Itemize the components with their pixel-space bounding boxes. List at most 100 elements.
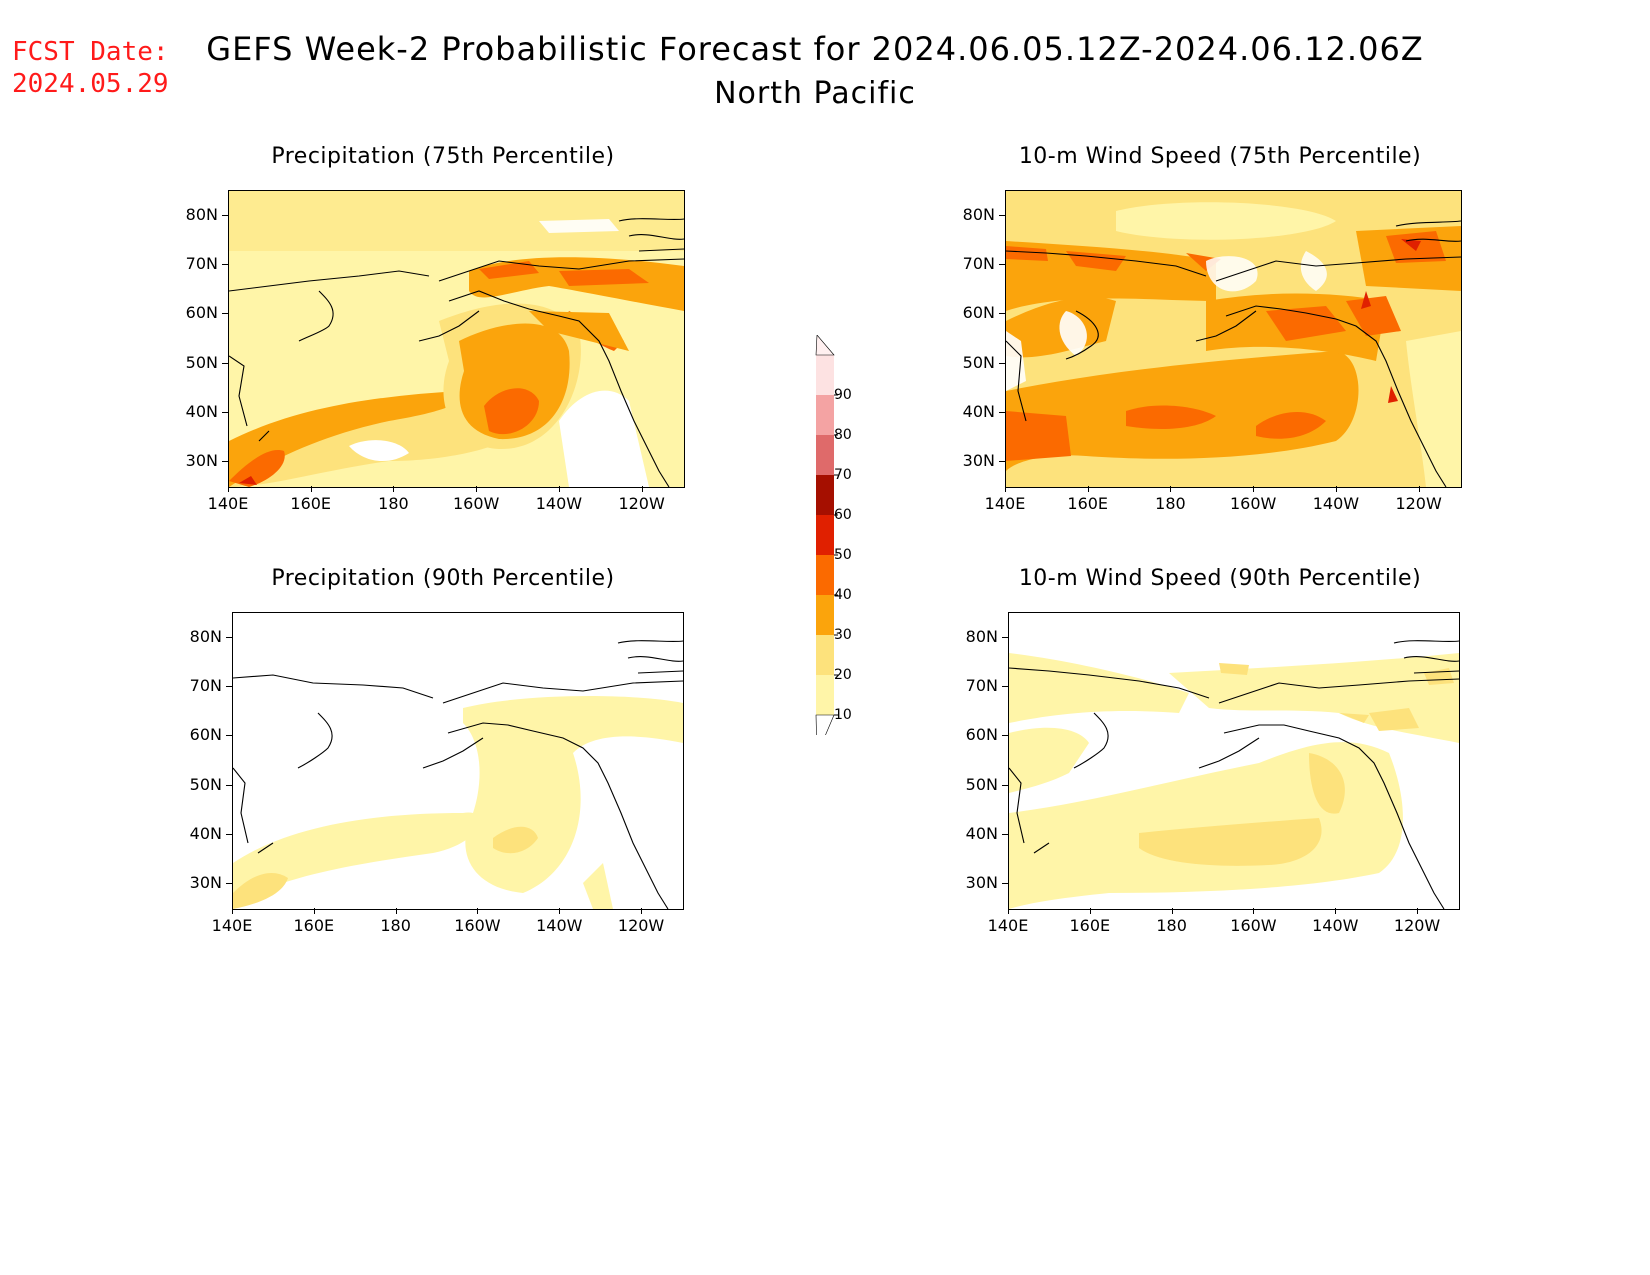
lat-tick [1002, 834, 1008, 835]
lat-tick [222, 214, 228, 216]
lat-label: 30N [965, 873, 998, 893]
panel-title-wind75: 10-m Wind Speed (75th Percentile) [1018, 144, 1422, 169]
lon-label: 140W [536, 916, 583, 935]
lat-label: 80N [962, 204, 995, 224]
lat-tick [222, 313, 228, 315]
lat-tick [226, 883, 232, 885]
lat-tick [226, 834, 232, 835]
lon-label: 140E [984, 494, 1026, 513]
map-precip90 [232, 612, 684, 910]
lon-label: 160E [1067, 494, 1109, 513]
lat-label: 80N [965, 626, 998, 646]
lon-label: 140E [987, 916, 1029, 935]
field-wind90 [1009, 613, 1459, 909]
colorbar-level-label: 50 [834, 547, 852, 563]
lon-label: 160E [293, 916, 335, 935]
lon-label: 120W [617, 916, 665, 935]
lon-tick [1253, 908, 1255, 914]
lon-tick [310, 486, 312, 492]
lat-label: 80N [189, 626, 222, 646]
lon-tick [1335, 908, 1337, 914]
colorbar-swatch [816, 475, 834, 515]
lon-label: 160W [1229, 494, 1277, 513]
lat-tick [999, 412, 1005, 413]
fcst-label: FCST Date: [12, 37, 169, 67]
lat-label: 30N [185, 451, 218, 471]
colorbar-swatch [816, 515, 834, 555]
lon-label: 180 [1155, 494, 1186, 513]
lat-tick [999, 214, 1005, 216]
lat-label: 70N [962, 254, 995, 273]
colorbar-swatch [816, 635, 834, 675]
colorbar-swatch [816, 555, 834, 595]
lon-tick [313, 908, 315, 914]
lat-tick [226, 735, 232, 737]
fcst-date-value: 2024.05.29 [12, 69, 169, 99]
lat-tick [222, 264, 228, 265]
lon-label: 140E [211, 916, 253, 935]
lat-tick [999, 313, 1005, 315]
lat-label: 40N [189, 824, 222, 843]
lon-tick [477, 908, 479, 914]
lat-label: 70N [965, 676, 998, 695]
colorbar-bottom-arrow [815, 714, 835, 735]
colorbar-swatch [816, 675, 834, 715]
lon-label: 160W [454, 916, 501, 935]
lat-label: 50N [185, 352, 218, 372]
lon-label: 140W [1312, 916, 1359, 935]
forecast-date: FCST Date: 2024.05.29 [12, 36, 169, 100]
lon-tick [393, 486, 395, 492]
lat-tick [999, 264, 1005, 265]
lon-tick [232, 908, 233, 914]
lat-label: 50N [189, 774, 222, 794]
lon-tick [1171, 908, 1173, 914]
lon-tick [1089, 908, 1091, 914]
lat-label: 50N [962, 352, 995, 372]
lat-tick [222, 412, 228, 413]
map-wind90 [1008, 612, 1460, 910]
lat-label: 30N [189, 873, 222, 893]
lat-tick [999, 362, 1005, 364]
lon-label: 180 [380, 916, 411, 935]
colorbar-level-label: 40 [834, 587, 852, 603]
lon-tick [1005, 486, 1006, 492]
field-precip90 [233, 613, 683, 909]
lon-tick [558, 486, 560, 492]
lon-tick [1417, 908, 1419, 914]
lat-tick [222, 362, 228, 364]
map-precip75 [228, 190, 685, 488]
lat-label: 50N [965, 774, 998, 794]
lat-label: 60N [965, 725, 998, 745]
lon-tick [1087, 486, 1089, 492]
lat-tick [222, 461, 228, 463]
lon-tick [476, 486, 478, 492]
lat-label: 60N [185, 303, 218, 323]
panel-title-precip90: Precipitation (90th Percentile) [271, 566, 615, 591]
colorbar-level-label: 30 [834, 627, 852, 643]
lon-label: 120W [1393, 916, 1441, 935]
lon-label: 160E [290, 494, 332, 513]
colorbar-swatch [816, 435, 834, 475]
lat-tick [1002, 636, 1008, 638]
lon-tick [1253, 486, 1255, 492]
lon-label: 140W [1312, 494, 1360, 513]
lat-label: 40N [962, 402, 995, 421]
page-title: GEFS Week-2 Probabilistic Forecast for 2… [206, 30, 1424, 68]
lat-tick [226, 636, 232, 638]
lon-tick [641, 486, 643, 492]
colorbar-swatch [816, 395, 834, 435]
colorbar-level-label: 10 [834, 707, 852, 723]
lon-tick [1335, 486, 1337, 492]
lon-tick [641, 908, 643, 914]
colorbar-level-label: 20 [834, 667, 852, 683]
lat-label: 60N [189, 725, 222, 745]
field-precip75 [229, 191, 684, 487]
lon-tick [1170, 486, 1172, 492]
lat-tick [999, 461, 1005, 463]
lon-label: 140W [535, 494, 583, 513]
lat-label: 40N [965, 824, 998, 843]
field-wind75 [1006, 191, 1461, 487]
lon-label: 180 [1156, 916, 1187, 935]
lon-label: 120W [618, 494, 665, 513]
lon-tick [559, 908, 561, 914]
